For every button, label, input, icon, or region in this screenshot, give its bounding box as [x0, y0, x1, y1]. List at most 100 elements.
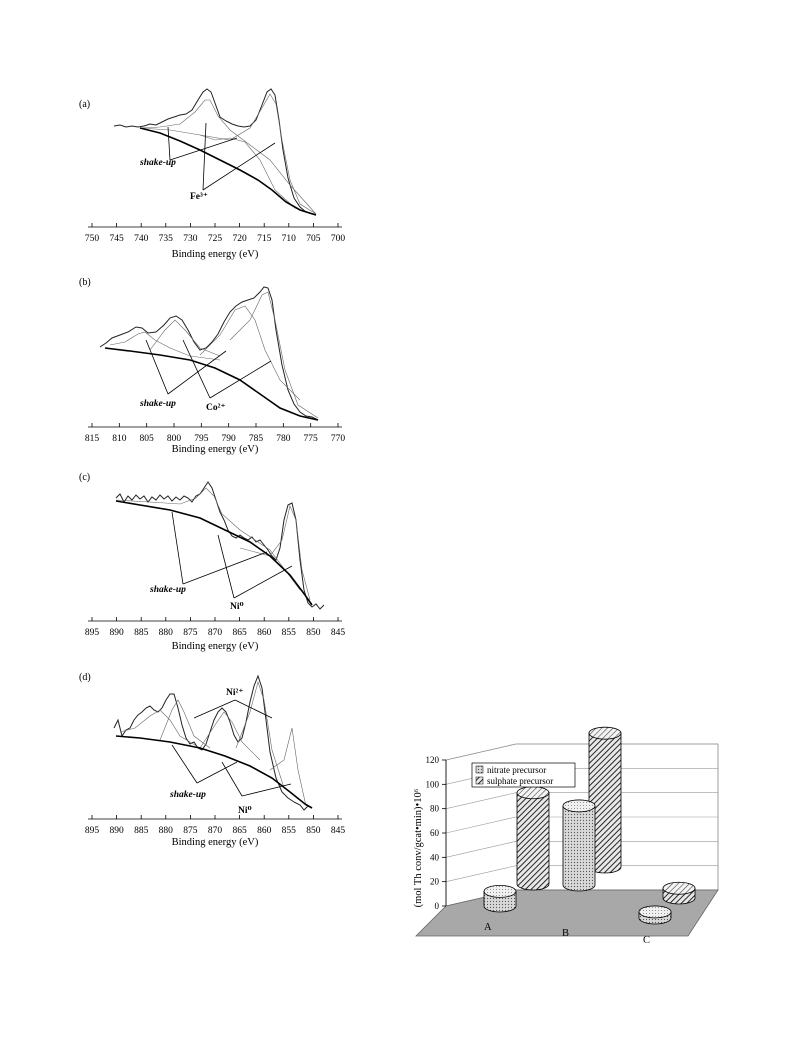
gridline — [445, 792, 718, 809]
fit-component-b1 — [109, 331, 221, 361]
x-tick-label: 870 — [208, 628, 223, 638]
y-tick-label: 20 — [430, 877, 440, 887]
y-tick-label: 40 — [430, 852, 440, 862]
category-label-B: B — [562, 928, 569, 939]
legend-box — [471, 762, 576, 788]
x-tick-label: 790 — [222, 434, 237, 444]
baseline-c — [115, 500, 313, 606]
label-shakeup-c: shake-up — [149, 585, 186, 595]
label-shakeup-d: shake-up — [169, 790, 206, 800]
spectrum-b — [99, 286, 319, 421]
x-ticks-d: 895 890 885 880 875 870 865 860 855 850 845 — [85, 815, 345, 836]
x-tick-label: 715 — [257, 234, 272, 244]
x-tick-label: 850 — [306, 826, 321, 836]
y-tick-label: 0 — [435, 901, 440, 911]
fit-component-d2 — [159, 699, 211, 749]
panel-label-b: (b) — [79, 277, 91, 288]
x-tick-label: 780 — [276, 434, 291, 444]
x-tick-label: 815 — [85, 434, 100, 444]
x-tick-label: 750 — [85, 234, 100, 244]
leader-co-b — [182, 339, 272, 399]
x-tick-label: 775 — [304, 434, 319, 444]
chart-y-ticks: 0 20 40 60 80 100 120 — [426, 755, 446, 911]
leader-shakeup-c — [171, 511, 268, 585]
x-tick-label: 860 — [257, 628, 272, 638]
fit-component-d4 — [235, 680, 285, 789]
baseline-d — [115, 735, 313, 809]
x-tick-label: 895 — [85, 628, 100, 638]
x-tick-label: 725 — [208, 234, 223, 244]
x-tick-label: 705 — [306, 234, 321, 244]
leader-ni0-c — [217, 534, 293, 599]
category-label-C: C — [643, 935, 650, 946]
x-tick-label: 875 — [183, 628, 198, 638]
fit-component-a3 — [139, 127, 317, 216]
fit-component-b4 — [229, 291, 319, 419]
fit-component-a2 — [199, 93, 317, 215]
panel-label-c: (c) — [79, 472, 90, 483]
x-tick-label: 850 — [306, 628, 321, 638]
x-tick-label: 855 — [282, 826, 297, 836]
x-tick-label: 860 — [257, 826, 272, 836]
x-tick-label: 890 — [109, 826, 124, 836]
xps-panel-b: (b) shake-up Co²⁺ 815 810 805 800 795 790 785 7… — [79, 277, 345, 455]
xps-panel-c: (c) shake-up Ni⁰ 895 890 885 880 875 870 865 86… — [79, 472, 345, 652]
gridline — [445, 841, 718, 858]
x-tick-label: 895 — [85, 826, 100, 836]
bar-nitrate-B-top — [562, 799, 596, 813]
baseline-a — [139, 127, 317, 216]
panel-label-d: (d) — [79, 672, 91, 683]
bar-nitrate-C-top — [638, 905, 672, 919]
x-tick-label: 865 — [232, 826, 247, 836]
x-tick-label: 785 — [249, 434, 264, 444]
x-tick-label: 880 — [159, 628, 174, 638]
baseline-b — [104, 347, 319, 421]
label-ni0-c: Ni⁰ — [230, 602, 244, 612]
label-fe3-a: Fe³⁺ — [190, 192, 208, 202]
fit-component-d3 — [199, 711, 261, 761]
leader-ni0-d — [221, 761, 292, 797]
bar-sulphate-B-top — [588, 726, 622, 740]
x-tick-label: 845 — [331, 628, 346, 638]
legend-swatch-nitrate — [475, 765, 484, 774]
x-tick-label: 735 — [159, 234, 174, 244]
fit-component-b2 — [149, 319, 221, 357]
category-label-A: A — [484, 922, 492, 933]
bar-sulphate-C — [662, 881, 696, 905]
x-tick-label: 865 — [232, 628, 247, 638]
y-tick-label: 120 — [426, 755, 440, 765]
x-tick-label: 800 — [167, 434, 182, 444]
gridline — [445, 865, 718, 882]
bar-nitrate-C — [638, 905, 672, 925]
bar-nitrate-A — [483, 885, 517, 913]
bar-nitrate-B — [562, 799, 596, 892]
panel-label-a: (a) — [79, 99, 90, 110]
x-ticks-a: 750 745 740 735 730 725 720 715 710 705 700 — [85, 223, 346, 244]
chart-cylinders — [483, 726, 696, 925]
x-tick-label: 730 — [183, 234, 198, 244]
leader-shakeup-d — [171, 744, 238, 784]
fit-component-c1 — [115, 487, 301, 591]
x-tick-label: 880 — [159, 826, 174, 836]
leader-ni2-d — [193, 699, 273, 719]
y-tick-label: 80 — [430, 804, 440, 814]
x-tick-label: 795 — [194, 434, 209, 444]
x-tick-label: 855 — [282, 628, 297, 638]
x-tick-label: 700 — [331, 234, 346, 244]
chart-category-labels: A B C — [484, 922, 650, 946]
x-axis-title-d: Binding energy (eV) — [172, 837, 259, 848]
x-tick-label: 805 — [140, 434, 155, 444]
x-tick-label: 875 — [183, 826, 198, 836]
x-axis-title-c: Binding energy (eV) — [172, 641, 259, 652]
x-ticks-c: 895 890 885 880 875 870 865 860 855 850 845 — [85, 617, 346, 638]
spectrum-c — [115, 481, 325, 610]
bar-sulphate-A-top — [516, 786, 550, 800]
x-tick-label: 740 — [134, 234, 149, 244]
leader-shakeup-b — [145, 339, 227, 395]
x-tick-label: 870 — [208, 826, 223, 836]
gridline — [445, 816, 718, 834]
x-tick-label: 810 — [112, 434, 127, 444]
fit-component-b3 — [199, 305, 301, 401]
x-tick-label: 885 — [134, 628, 149, 638]
